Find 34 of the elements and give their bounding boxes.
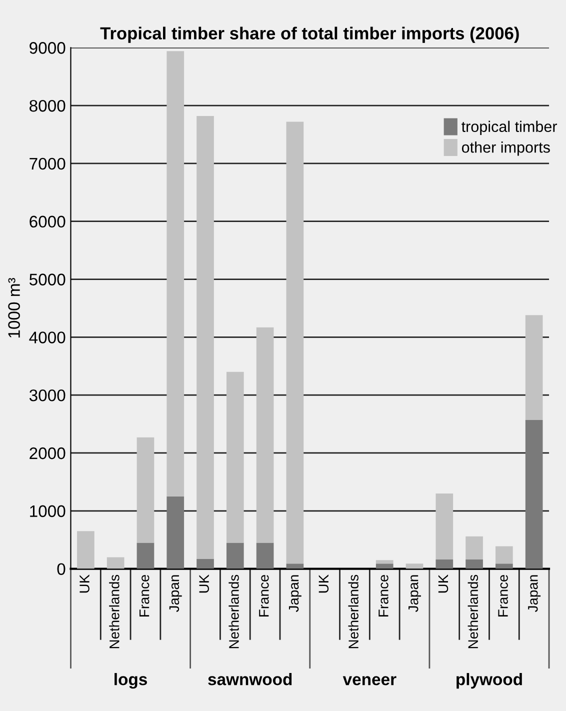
y-tick-label: 0	[57, 563, 66, 576]
x-tick-label: UK	[80, 574, 90, 593]
x-tick-label: France	[498, 574, 508, 616]
y-tick-label: 3000	[29, 389, 66, 402]
x-tick-label: Japan	[528, 575, 541, 612]
x-tick-label: Netherlands	[348, 574, 358, 648]
y-tick-label: 5000	[29, 274, 66, 286]
x-tick-label: UK	[318, 574, 329, 593]
y-tick-label: 9000	[30, 42, 66, 54]
text: sawnwood	[208, 673, 292, 686]
chart-title: Tropical timber share of total timber imports (2006)	[100, 26, 519, 43]
text: veneer	[342, 676, 396, 686]
text: logs	[114, 673, 147, 689]
x-tick-label: Japan	[408, 575, 421, 612]
x-tick-label: France	[259, 574, 269, 616]
x-tick-label: Japan	[169, 575, 182, 612]
y-tick-label: 8000	[30, 100, 66, 112]
x-tick-label: Netherlands	[109, 574, 120, 648]
text: plywood	[456, 673, 522, 689]
y-tick-label: 6000	[30, 216, 66, 228]
legend-label: tropical timber	[462, 120, 558, 136]
x-tick-label: UK	[438, 574, 448, 593]
y-axis-title: 1000 m³	[8, 278, 20, 338]
x-tick-label: France	[140, 574, 150, 616]
x-tick-label: Netherlands	[228, 574, 239, 648]
y-tick-label: 7000	[30, 158, 66, 170]
x-tick-label: Netherlands	[468, 574, 478, 648]
y-tick-label: 1000	[30, 505, 66, 518]
x-tick-label: UK	[199, 574, 209, 593]
x-tick-label: France	[378, 574, 388, 616]
legend-label: other imports	[462, 142, 550, 156]
x-tick-label: Japan	[288, 575, 302, 612]
y-tick-label: 2000	[30, 447, 66, 460]
y-tick-label: 4000	[29, 332, 66, 344]
